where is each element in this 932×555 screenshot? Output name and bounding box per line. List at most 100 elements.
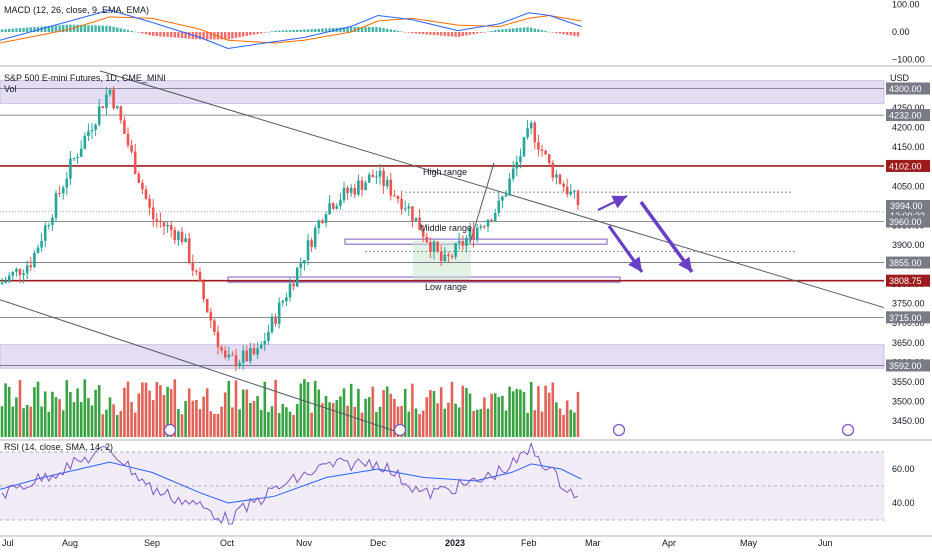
macd-histogram-bar	[105, 25, 108, 32]
macd-histogram-bar	[519, 27, 522, 32]
candle-body	[429, 242, 432, 252]
volume-bar	[432, 391, 436, 437]
candle-body	[389, 179, 393, 196]
volume-bar	[51, 391, 54, 437]
macd-histogram-bar	[238, 32, 241, 38]
volume-bar	[310, 412, 313, 437]
volume-bar	[342, 388, 346, 437]
candle-body	[47, 224, 51, 226]
volume-bar	[270, 406, 274, 437]
macd-histogram-bar	[62, 25, 65, 32]
candle-body	[43, 225, 47, 241]
volume-bar	[133, 412, 137, 437]
volume-bar	[58, 399, 61, 437]
volume-bar	[382, 390, 385, 437]
volume-bar	[267, 411, 270, 437]
macd-line	[0, 9, 582, 50]
candle-body	[108, 89, 112, 95]
trend-line-lower	[0, 299, 401, 434]
price-tick-label: 3550.00	[892, 377, 925, 387]
volume-bar	[177, 408, 180, 437]
macd-histogram-bar	[447, 32, 450, 37]
candle-body	[119, 106, 123, 121]
macd-histogram-bar	[317, 28, 320, 32]
macd-histogram-bar	[324, 28, 328, 32]
currency-label: USD	[890, 73, 910, 83]
candle-body	[508, 178, 511, 195]
candle-body	[490, 219, 493, 222]
volume-bar	[515, 389, 519, 437]
volume-bar	[306, 382, 310, 437]
candle-body	[234, 355, 238, 367]
volume-bar	[213, 413, 216, 437]
candle-body	[393, 195, 396, 197]
candle-body	[169, 224, 173, 230]
macd-histogram-bar	[378, 27, 382, 32]
volume-bar	[479, 409, 483, 437]
volume-bar	[169, 389, 173, 437]
candle-body	[418, 217, 421, 230]
macd-histogram-bar	[252, 32, 256, 35]
macd-histogram-bar	[0, 29, 4, 32]
macd-histogram-bar	[47, 26, 50, 32]
macd-histogram-bar	[292, 29, 295, 32]
price-candles	[0, 86, 580, 372]
macd-histogram-bar	[314, 28, 317, 32]
volume-bar	[285, 407, 288, 437]
macd-histogram-bar	[576, 32, 580, 37]
candle-body	[324, 214, 328, 223]
macd-histogram-bar	[242, 32, 245, 37]
candle-body	[475, 227, 479, 239]
volume-bar	[36, 381, 40, 437]
macd-histogram-bar	[184, 32, 187, 39]
volume-bar	[353, 406, 357, 437]
volume-bar	[101, 414, 105, 437]
candle-body	[83, 136, 87, 149]
macd-histogram-bar	[274, 30, 277, 32]
volume-bar	[130, 402, 133, 437]
candle-body	[310, 240, 313, 247]
volume-bar	[378, 406, 382, 437]
candle-body	[364, 182, 367, 191]
volume-bar	[418, 414, 421, 437]
volume-bar	[4, 383, 7, 437]
volume-bar	[47, 411, 51, 437]
macd-histogram-bar	[548, 31, 551, 33]
macd-histogram-bar	[249, 32, 252, 36]
candle-body	[166, 224, 169, 227]
rsi-line	[1, 441, 579, 525]
time-tick-label: Oct	[220, 538, 235, 548]
candle-body	[551, 162, 555, 178]
macd-histogram-bar	[537, 29, 540, 32]
volume-bar	[141, 382, 144, 437]
candle-body	[126, 133, 130, 146]
candle-body	[411, 206, 414, 221]
volume-bar	[540, 411, 544, 437]
candle-body	[303, 260, 306, 264]
volume-bar	[421, 410, 425, 437]
time-axis[interactable]: Jul Aug Sep Oct Nov Dec 2023 Feb Mar Apr May Jun	[2, 423, 855, 549]
volume-bar	[324, 395, 328, 437]
macd-histogram-bar	[429, 32, 432, 35]
macd-histogram-bar	[440, 32, 443, 36]
candle-body	[79, 148, 83, 157]
axis-labels: MACD (12, 26, close, 9, EMA, EMA) S&P 50…	[4, 5, 910, 452]
time-tick-label: Nov	[296, 538, 313, 548]
macd-histogram-bar	[44, 26, 47, 32]
volume-bar	[486, 408, 490, 437]
volume-bar	[472, 410, 475, 437]
volume-bar	[292, 414, 295, 437]
candle-body	[357, 180, 360, 195]
volume-bar	[79, 402, 83, 437]
volume-bar	[565, 400, 569, 437]
macd-histogram-bar	[465, 32, 468, 36]
macd-histogram-bar	[83, 25, 86, 32]
macd-histogram-bar	[26, 27, 29, 32]
time-tick-label: Feb	[521, 538, 537, 548]
volume-bar	[317, 389, 321, 437]
volume-bar	[497, 396, 501, 437]
level-badge-label: 4102.00	[889, 161, 922, 171]
macd-histogram-bar	[188, 32, 191, 39]
candle-body	[547, 154, 551, 163]
